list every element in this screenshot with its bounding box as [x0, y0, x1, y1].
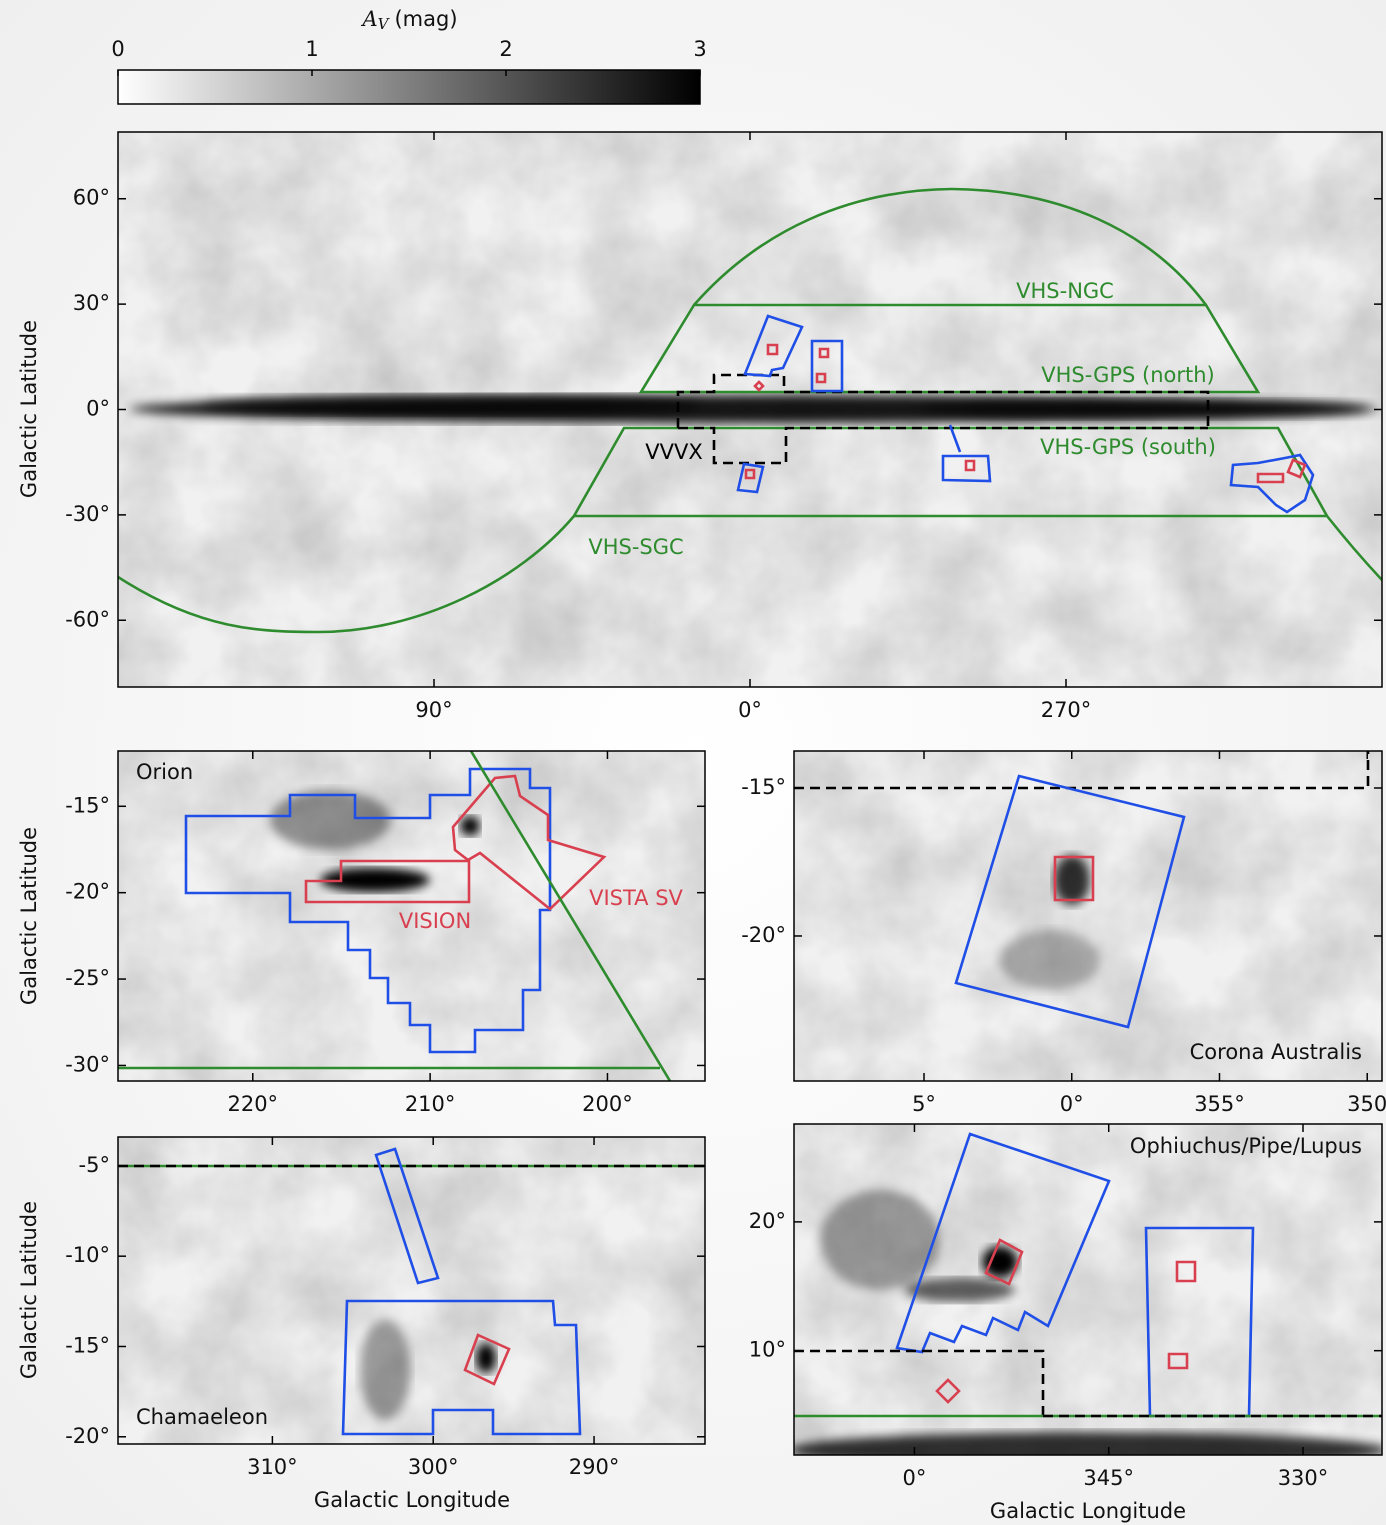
- y-tick-label: -20°: [65, 1424, 110, 1448]
- panel-title: Corona Australis: [1190, 1040, 1362, 1064]
- y-tick-label: 0°: [86, 397, 110, 421]
- colorbar-unit: (mag): [394, 7, 457, 31]
- x-tick-label: 5°: [912, 1092, 936, 1116]
- y-axis-label: Galactic Latitude: [17, 827, 41, 1005]
- dust-cloud: [920, 399, 1380, 419]
- x-tick-label: 270°: [1041, 698, 1092, 722]
- y-tick-label: -10°: [65, 1243, 110, 1267]
- colorbar-label: AV(mag): [360, 7, 457, 34]
- x-tick-label: 90°: [415, 698, 452, 722]
- x-tick-label: 290°: [569, 1455, 620, 1479]
- dust-cloud: [1054, 855, 1090, 905]
- colorbar-subscript: V: [378, 15, 391, 33]
- y-tick-label: 20°: [749, 1209, 786, 1233]
- y-tick-label: -30°: [65, 1052, 110, 1076]
- dust-cloud: [1000, 930, 1100, 990]
- panel-title: Chamaeleon: [136, 1405, 268, 1429]
- x-tick-label: 220°: [227, 1092, 278, 1116]
- dust-texture: [794, 751, 1382, 1081]
- x-tick-label: 355°: [1194, 1092, 1245, 1116]
- y-tick-label: -25°: [65, 966, 110, 990]
- region-label: VISION: [399, 909, 471, 933]
- x-tick-label: 200°: [582, 1092, 633, 1116]
- dust-cloud: [905, 1278, 1015, 1302]
- colorbar-tick-label: 2: [499, 37, 512, 61]
- x-tick-label: 345°: [1083, 1466, 1134, 1490]
- region-label: VHS-GPS (south): [1040, 435, 1216, 459]
- region-label: VVVX: [645, 440, 702, 464]
- y-axis-label: Galactic Latitude: [17, 1201, 41, 1379]
- panel: [788, 1124, 1386, 1468]
- y-tick-label: -15°: [741, 775, 786, 799]
- dust-cloud: [360, 1320, 410, 1420]
- dust-cloud: [200, 395, 700, 415]
- colorbar-tick-label: 3: [693, 37, 706, 61]
- y-tick-label: -30°: [65, 502, 110, 526]
- colorbar-tick-label: 1: [305, 37, 318, 61]
- x-tick-label: 0°: [903, 1466, 927, 1490]
- x-tick-label: 350: [1347, 1092, 1386, 1116]
- panel-title: Ophiuchus/Pipe/Lupus: [1130, 1134, 1362, 1158]
- x-axis-label: Galactic Longitude: [990, 1499, 1186, 1523]
- y-tick-label: -15°: [65, 1333, 110, 1357]
- x-axis-label: Galactic Longitude: [314, 1488, 510, 1512]
- y-tick-label: -5°: [79, 1153, 110, 1177]
- dust-cloud: [476, 1343, 496, 1373]
- colorbar: [118, 70, 700, 104]
- panel: [118, 1137, 705, 1444]
- dust-cloud: [460, 816, 480, 836]
- y-tick-label: 30°: [73, 291, 110, 315]
- region-label: VISTA SV: [589, 886, 683, 910]
- y-tick-label: 60°: [73, 186, 110, 210]
- panel: [118, 132, 1382, 687]
- panel: [794, 751, 1382, 1081]
- dust-cloud: [788, 1432, 1386, 1468]
- x-tick-label: 210°: [405, 1092, 456, 1116]
- y-tick-label: 10°: [749, 1338, 786, 1362]
- x-tick-label: 330°: [1278, 1466, 1329, 1490]
- figure: AV(mag) 0 1 2 3 90° 0° 270° 60° 30° 0° -30° -60° Gal…: [0, 0, 1386, 1525]
- y-tick-label: -20°: [65, 880, 110, 904]
- y-tick-label: -20°: [741, 923, 786, 947]
- dust-texture: [118, 1137, 705, 1444]
- y-axis-label: Galactic Latitude: [17, 320, 41, 498]
- dust-cloud: [270, 790, 390, 850]
- colorbar-symbol: A: [360, 7, 377, 31]
- region-label: VHS-GPS (north): [1041, 363, 1215, 387]
- y-tick-label: -15°: [65, 793, 110, 817]
- region-label: VHS-SGC: [588, 535, 683, 559]
- x-tick-label: 0°: [738, 698, 762, 722]
- region-label: VHS-NGC: [1016, 279, 1114, 303]
- x-tick-label: 0°: [1060, 1092, 1084, 1116]
- y-tick-label: -60°: [65, 607, 110, 631]
- page: AV(mag) 0 1 2 3 90° 0° 270° 60° 30° 0° -30° -60° Gal…: [0, 0, 1386, 1525]
- x-tick-label: 300°: [408, 1455, 459, 1479]
- panel-title: Orion: [136, 760, 193, 784]
- colorbar-tick-label: 0: [111, 37, 124, 61]
- x-tick-label: 310°: [247, 1455, 298, 1479]
